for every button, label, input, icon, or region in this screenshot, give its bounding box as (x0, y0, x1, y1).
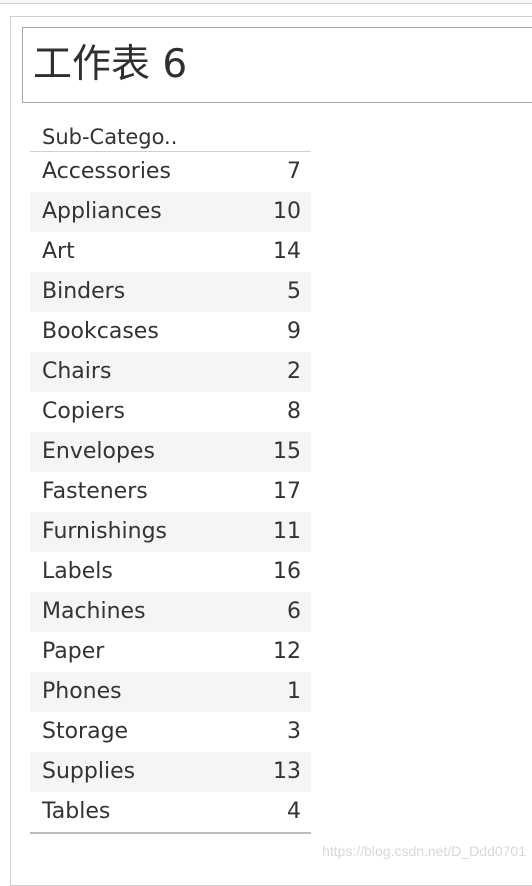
title-box[interactable]: 工作表 6 (22, 27, 532, 103)
table-row[interactable]: Supplies 13 (30, 752, 311, 792)
row-label: Phones (42, 678, 122, 706)
row-value: 5 (287, 278, 301, 306)
row-label: Storage (42, 718, 128, 746)
table-row[interactable]: Labels 16 (30, 552, 311, 592)
row-label: Envelopes (42, 438, 155, 466)
row-value: 9 (287, 318, 301, 346)
row-label: Fasteners (42, 478, 148, 506)
table-row[interactable]: Furnishings 11 (30, 512, 311, 552)
row-value: 7 (287, 158, 301, 186)
row-value: 11 (273, 518, 301, 546)
table-bottom-border (30, 832, 311, 834)
row-label: Furnishings (42, 518, 167, 546)
table-row[interactable]: Storage 3 (30, 712, 311, 752)
table-header: Sub-Catego.. (30, 116, 311, 152)
row-value: 17 (273, 478, 301, 506)
table-row[interactable]: Bookcases 9 (30, 312, 311, 352)
row-value: 3 (287, 718, 301, 746)
sheet-title: 工作表 6 (33, 41, 187, 89)
row-label: Paper (42, 638, 104, 666)
row-value: 13 (273, 758, 301, 786)
row-label: Tables (42, 798, 110, 826)
row-value: 16 (273, 558, 301, 586)
table-row[interactable]: Envelopes 15 (30, 432, 311, 472)
table-row[interactable]: Appliances 10 (30, 192, 311, 232)
table-row[interactable]: Phones 1 (30, 672, 311, 712)
table-row[interactable]: Paper 12 (30, 632, 311, 672)
row-label: Binders (42, 278, 125, 306)
row-value: 2 (287, 358, 301, 386)
row-label: Appliances (42, 198, 162, 226)
row-value: 12 (273, 638, 301, 666)
column-header-sub-category[interactable]: Sub-Catego.. (42, 123, 177, 151)
table-row[interactable]: Machines 6 (30, 592, 311, 632)
row-value: 10 (273, 198, 301, 226)
table-row[interactable]: Fasteners 17 (30, 472, 311, 512)
top-frame (0, 0, 532, 4)
table-row[interactable]: Chairs 2 (30, 352, 311, 392)
row-label: Accessories (42, 158, 171, 186)
row-value: 15 (273, 438, 301, 466)
table-row[interactable]: Tables 4 (30, 792, 311, 832)
row-label: Labels (42, 558, 113, 586)
row-value: 14 (273, 238, 301, 266)
row-value: 6 (287, 598, 301, 626)
watermark: https://blog.csdn.net/D_Ddd0701 (322, 842, 526, 860)
table-row[interactable]: Copiers 8 (30, 392, 311, 432)
row-label: Bookcases (42, 318, 159, 346)
row-value: 4 (287, 798, 301, 826)
row-label: Chairs (42, 358, 111, 386)
row-label: Copiers (42, 398, 125, 426)
row-value: 8 (287, 398, 301, 426)
table-row[interactable]: Accessories 7 (30, 152, 311, 192)
crosstab-table: Sub-Catego.. Accessories 7 Appliances 10… (30, 116, 311, 834)
row-value: 1 (287, 678, 301, 706)
row-label: Machines (42, 598, 146, 626)
row-label: Supplies (42, 758, 135, 786)
table-row[interactable]: Binders 5 (30, 272, 311, 312)
table-row[interactable]: Art 14 (30, 232, 311, 272)
row-label: Art (42, 238, 75, 266)
